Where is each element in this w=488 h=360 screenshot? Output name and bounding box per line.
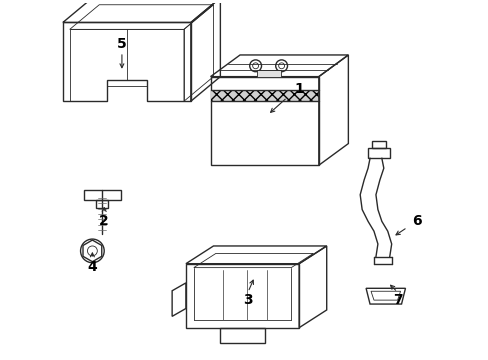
Text: 3: 3: [243, 293, 252, 307]
Text: 7: 7: [392, 293, 402, 307]
Circle shape: [81, 239, 104, 263]
Bar: [257, 70, 280, 77]
Text: 2: 2: [99, 214, 109, 228]
Text: 4: 4: [87, 260, 97, 274]
Bar: [210, 90, 318, 102]
Text: 1: 1: [294, 82, 304, 96]
Circle shape: [275, 60, 287, 72]
Text: 6: 6: [412, 214, 421, 228]
Circle shape: [249, 60, 261, 72]
Text: 5: 5: [117, 37, 126, 51]
